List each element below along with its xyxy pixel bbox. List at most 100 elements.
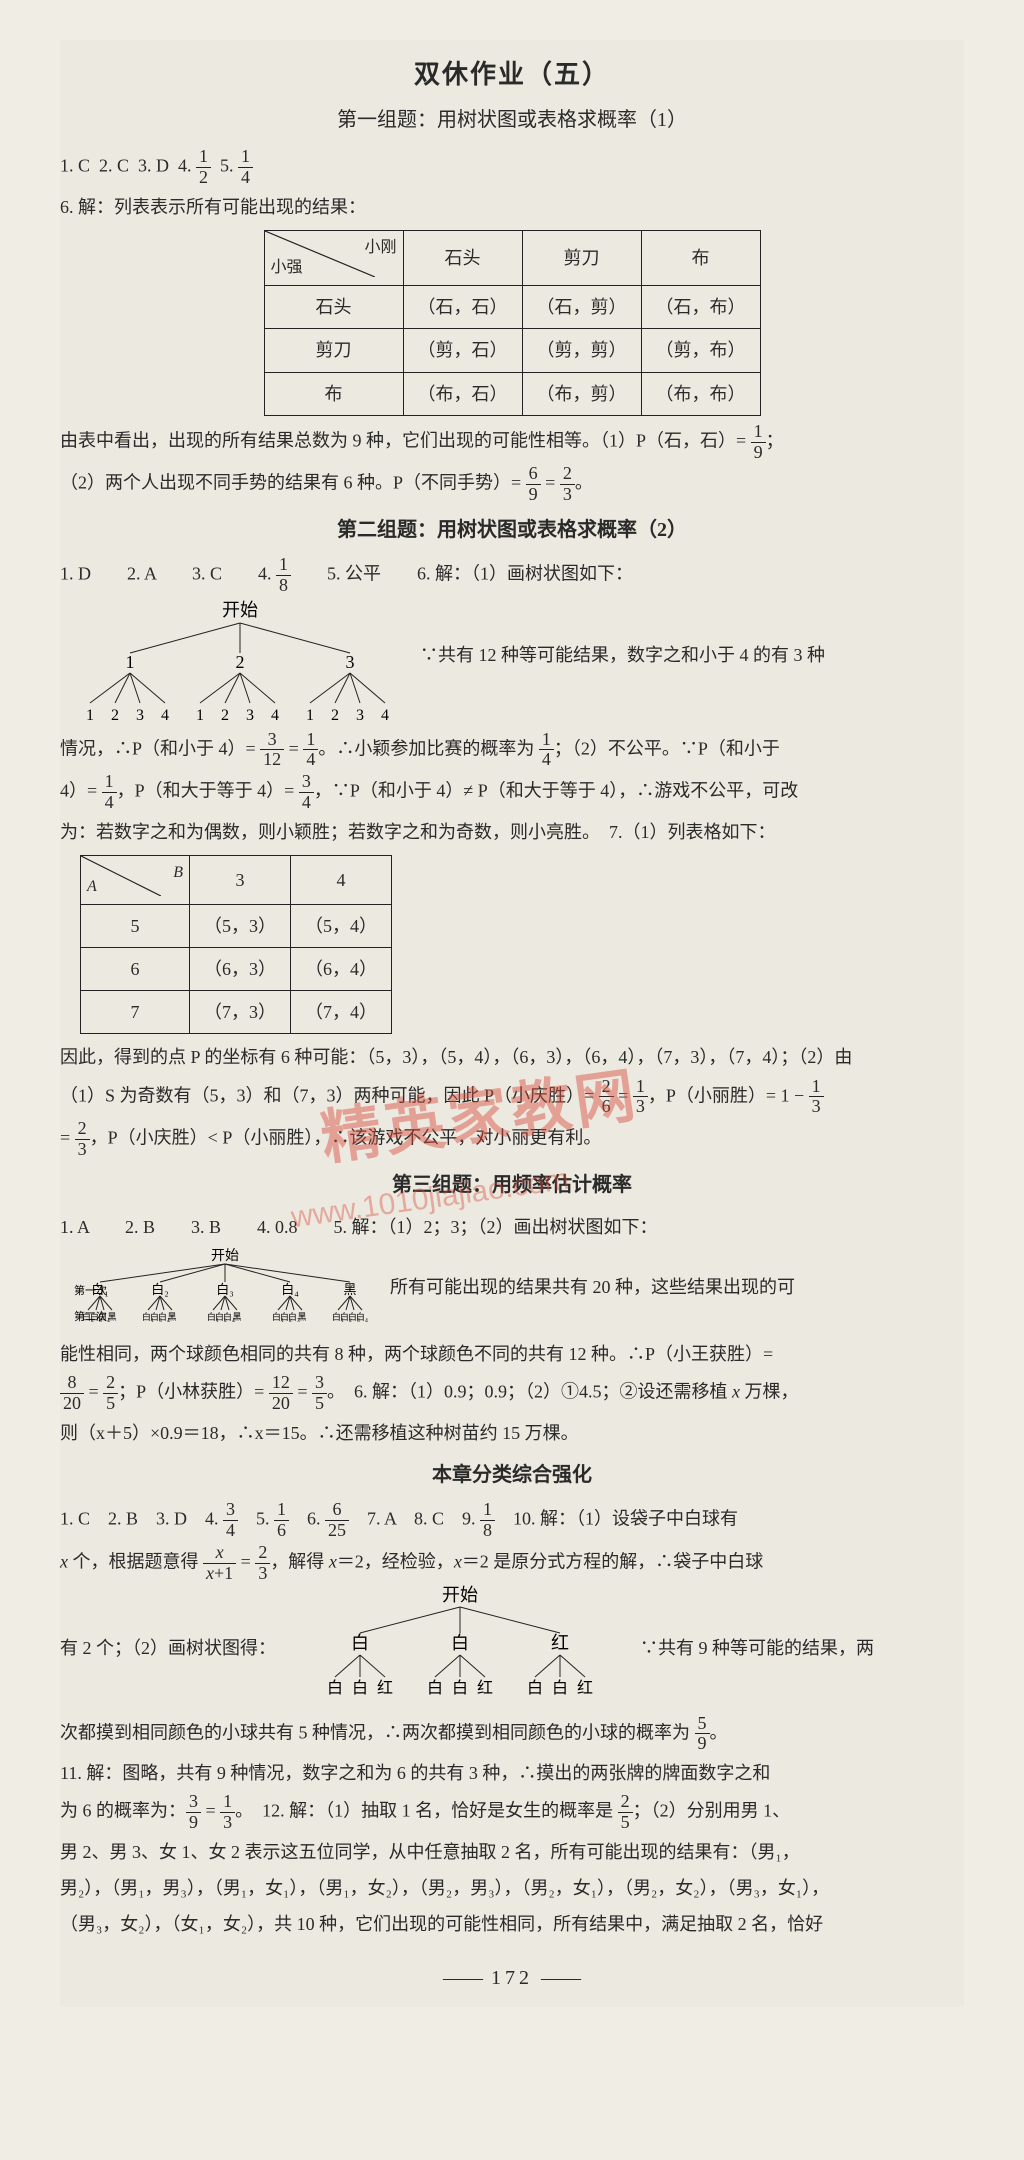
svg-text:3: 3 bbox=[136, 707, 144, 724]
t2-r0l: 5 bbox=[81, 904, 190, 947]
group2-title: 第二组题：用树状图或表格求概率（2） bbox=[60, 511, 964, 549]
group3-title: 第三组题：用频率估计概率 bbox=[60, 1166, 964, 1204]
svg-text:2: 2 bbox=[236, 652, 245, 672]
g3-p2: 820 = 25；P（小林获胜）= 1220 = 35。 6. 解：（1）0.9… bbox=[60, 1373, 964, 1414]
t2-r0c1: （5，4） bbox=[291, 904, 392, 947]
svg-text:黑: 黑 bbox=[297, 1312, 306, 1322]
g1-r2c0: （布，石） bbox=[403, 372, 522, 415]
g2-tree: 开始 1 2 3 1234 1234 1234 bbox=[60, 598, 420, 728]
g1-r0-label: 石头 bbox=[264, 286, 403, 329]
g1-r0c1: （石，剪） bbox=[522, 286, 641, 329]
g2-p4: 因此，得到的点 P 的坐标有 6 种可能：（5，3），（5，4），（6，3），（… bbox=[60, 1040, 964, 1074]
g1-r1c2: （剪，布） bbox=[641, 329, 760, 372]
svg-text:白₄: 白₄ bbox=[281, 1282, 299, 1297]
g1-q6-intro: 6. 解：列表表示所有可能出现的结果： bbox=[60, 190, 964, 224]
g3-tree-sidetext: 所有可能出现的结果共有 20 种，这些结果出现的可 bbox=[390, 1246, 964, 1304]
g2-tree-sidetext: ∵共有 12 种等可能结果，数字之和小于 4 的有 3 种 bbox=[420, 598, 964, 672]
svg-text:2: 2 bbox=[221, 707, 229, 724]
t2-c0: 3 bbox=[190, 855, 291, 904]
t2-c1: 4 bbox=[291, 855, 392, 904]
t2-r1l: 6 bbox=[81, 948, 190, 991]
svg-text:开始: 开始 bbox=[211, 1248, 239, 1264]
g4-p6: 男₂），（男₁，男₃），（男₁，女₁），（男₁，女₂），（男₂，男₃），（男₂，… bbox=[60, 1871, 964, 1905]
g4-p4: 为 6 的概率为：39 = 13。 12. 解：（1）抽取 1 名，恰好是女生的… bbox=[60, 1792, 964, 1833]
g4-answers: 1. C 2. B 3. D 4. 34 5. 16 6. 625 7. A 8… bbox=[60, 1500, 964, 1541]
g4-p7: （男₃，女₂），（女₁，女₂），共 10 种，它们出现的可能性相同，所有结果中，… bbox=[60, 1907, 964, 1941]
g4-tree: 开始 白白红 白白红 白白红 白白红 bbox=[290, 1585, 630, 1711]
svg-text:4: 4 bbox=[381, 707, 389, 724]
svg-text:3: 3 bbox=[356, 707, 364, 724]
svg-text:3: 3 bbox=[246, 707, 254, 724]
t2-r2l: 7 bbox=[81, 991, 190, 1034]
g3-answers: 1. A 2. B 3. B 4. 0.8 5. 解：（1）2；3；（2）画出树… bbox=[60, 1210, 964, 1244]
g1-after2: （2）两个人出现不同手势的结果有 6 种。P（不同手势）= 69 = 23。 bbox=[60, 464, 964, 505]
g2-p2: 4）= 14，P（和大于等于 4）= 34，∵P（和小于 4）≠ P（和大于等于… bbox=[60, 772, 964, 813]
g2-t2-diag: B A bbox=[81, 855, 190, 904]
g1-r1-label: 剪刀 bbox=[264, 329, 403, 372]
g2-answers: 1. D 2. A 3. C 4. 18 5. 公平 6. 解：（1）画树状图如… bbox=[60, 555, 964, 596]
main-title: 双休作业（五） bbox=[60, 50, 964, 99]
svg-text:1: 1 bbox=[86, 707, 94, 724]
svg-text:白₁: 白₁ bbox=[91, 1282, 109, 1297]
svg-text:黑: 黑 bbox=[343, 1282, 356, 1297]
g4-p2: 次都摸到相同颜色的小球共有 5 种情况，∴两次都摸到相同颜色的小球的概率为 59… bbox=[60, 1714, 964, 1755]
svg-text:黑: 黑 bbox=[107, 1312, 116, 1322]
g1-r2c2: （布，布） bbox=[641, 372, 760, 415]
svg-text:红: 红 bbox=[577, 1679, 593, 1697]
g1-r2c1: （布，剪） bbox=[522, 372, 641, 415]
g1-r2-label: 布 bbox=[264, 372, 403, 415]
g4-p3: 11. 解：图略，共有 9 种情况，数字之和为 6 的共有 3 种，∴摸出的两张… bbox=[60, 1756, 964, 1790]
g4-tree-sidetext: ∵共有 9 种等可能的结果，两 bbox=[630, 1631, 964, 1665]
g2-p3: 为：若数字之和为偶数，则小颖胜；若数字之和为奇数，则小亮胜。 7.（1）列表格如… bbox=[60, 815, 964, 849]
g1-r0c0: （石，石） bbox=[403, 286, 522, 329]
svg-text:白: 白 bbox=[351, 1633, 369, 1653]
svg-text:白: 白 bbox=[427, 1679, 443, 1697]
svg-text:1: 1 bbox=[126, 652, 135, 672]
t2-r1c0: （6，3） bbox=[190, 948, 291, 991]
svg-text:4: 4 bbox=[271, 707, 279, 724]
svg-text:白₃: 白₃ bbox=[216, 1282, 234, 1297]
g1-table-diag: 小刚 小强 bbox=[264, 231, 403, 286]
g1-r1c0: （剪，石） bbox=[403, 329, 522, 372]
t2-r2c0: （7，3） bbox=[190, 991, 291, 1034]
svg-text:4: 4 bbox=[161, 707, 169, 724]
g1-r1c1: （剪，剪） bbox=[522, 329, 641, 372]
diag-top: 小刚 bbox=[364, 233, 396, 263]
svg-text:黑: 黑 bbox=[167, 1312, 176, 1322]
t2-left: A bbox=[87, 872, 97, 902]
g1-answers: 1. C 2. C 3. D 4. 12 5. 14 bbox=[60, 147, 964, 188]
g1-r0c2: （石，布） bbox=[641, 286, 760, 329]
svg-text:白: 白 bbox=[451, 1633, 469, 1653]
t2-r1c1: （6，4） bbox=[291, 948, 392, 991]
svg-text:白: 白 bbox=[527, 1679, 543, 1697]
g1-col-2: 布 bbox=[641, 231, 760, 286]
svg-text:2: 2 bbox=[111, 707, 119, 724]
svg-text:白: 白 bbox=[352, 1679, 368, 1697]
svg-text:1: 1 bbox=[196, 707, 204, 724]
group4-title: 本章分类综合强化 bbox=[60, 1456, 964, 1494]
svg-text:白₂: 白₂ bbox=[151, 1282, 169, 1297]
t2-r0c0: （5，3） bbox=[190, 904, 291, 947]
t2-r2c1: （7，4） bbox=[291, 991, 392, 1034]
g3-tree: 开始 第一次 白₁白₂白₃白₄黑 第二次 白₂白₃白₄黑 白₁白₃白₄黑 白₁白… bbox=[60, 1246, 390, 1335]
g2-p5: （1）S 为奇数有（5，3）和（7，3）两种可能，因此 P（小庆胜）= 26 =… bbox=[60, 1077, 964, 1118]
t2-top: B bbox=[173, 858, 183, 888]
svg-text:白₄: 白₄ bbox=[356, 1311, 368, 1322]
g2-table2: B A 3 4 5（5，3）（5，4） 6（6，3）（6，4） 7（7，3）（7… bbox=[80, 855, 392, 1035]
svg-text:红: 红 bbox=[551, 1633, 569, 1653]
svg-text:白: 白 bbox=[452, 1679, 468, 1697]
svg-text:3: 3 bbox=[346, 652, 355, 672]
svg-text:白: 白 bbox=[552, 1679, 568, 1697]
g2-p1: 情况，∴P（和小于 4）= 312 = 14。∴小颖参加比赛的概率为 14；（2… bbox=[60, 730, 964, 771]
group1-subtitle: 第一组题：用树状图或表格求概率（1） bbox=[60, 101, 964, 139]
g4-p1: x 个，根据题意得 xx+1 = 23，解得 x＝2，经检验，x＝2 是原分式方… bbox=[60, 1543, 964, 1584]
g4-p5: 男 2、男 3、女 1、女 2 表示这五位同学，从中任意抽取 2 名，所有可能出… bbox=[60, 1835, 964, 1869]
g1-col-0: 石头 bbox=[403, 231, 522, 286]
svg-text:开始: 开始 bbox=[442, 1585, 478, 1605]
g2-tree-root: 开始 bbox=[222, 600, 258, 620]
svg-text:红: 红 bbox=[377, 1679, 393, 1697]
g3-p1: 能性相同，两个球颜色相同的共有 8 种，两个球颜色不同的共有 12 种。∴P（小… bbox=[60, 1337, 964, 1371]
g1-table: 小刚 小强 石头 剪刀 布 石头 （石，石） （石，剪） （石，布） 剪刀 （剪… bbox=[264, 230, 761, 416]
svg-text:1: 1 bbox=[306, 707, 314, 724]
page-number: 172 bbox=[60, 1959, 964, 1997]
